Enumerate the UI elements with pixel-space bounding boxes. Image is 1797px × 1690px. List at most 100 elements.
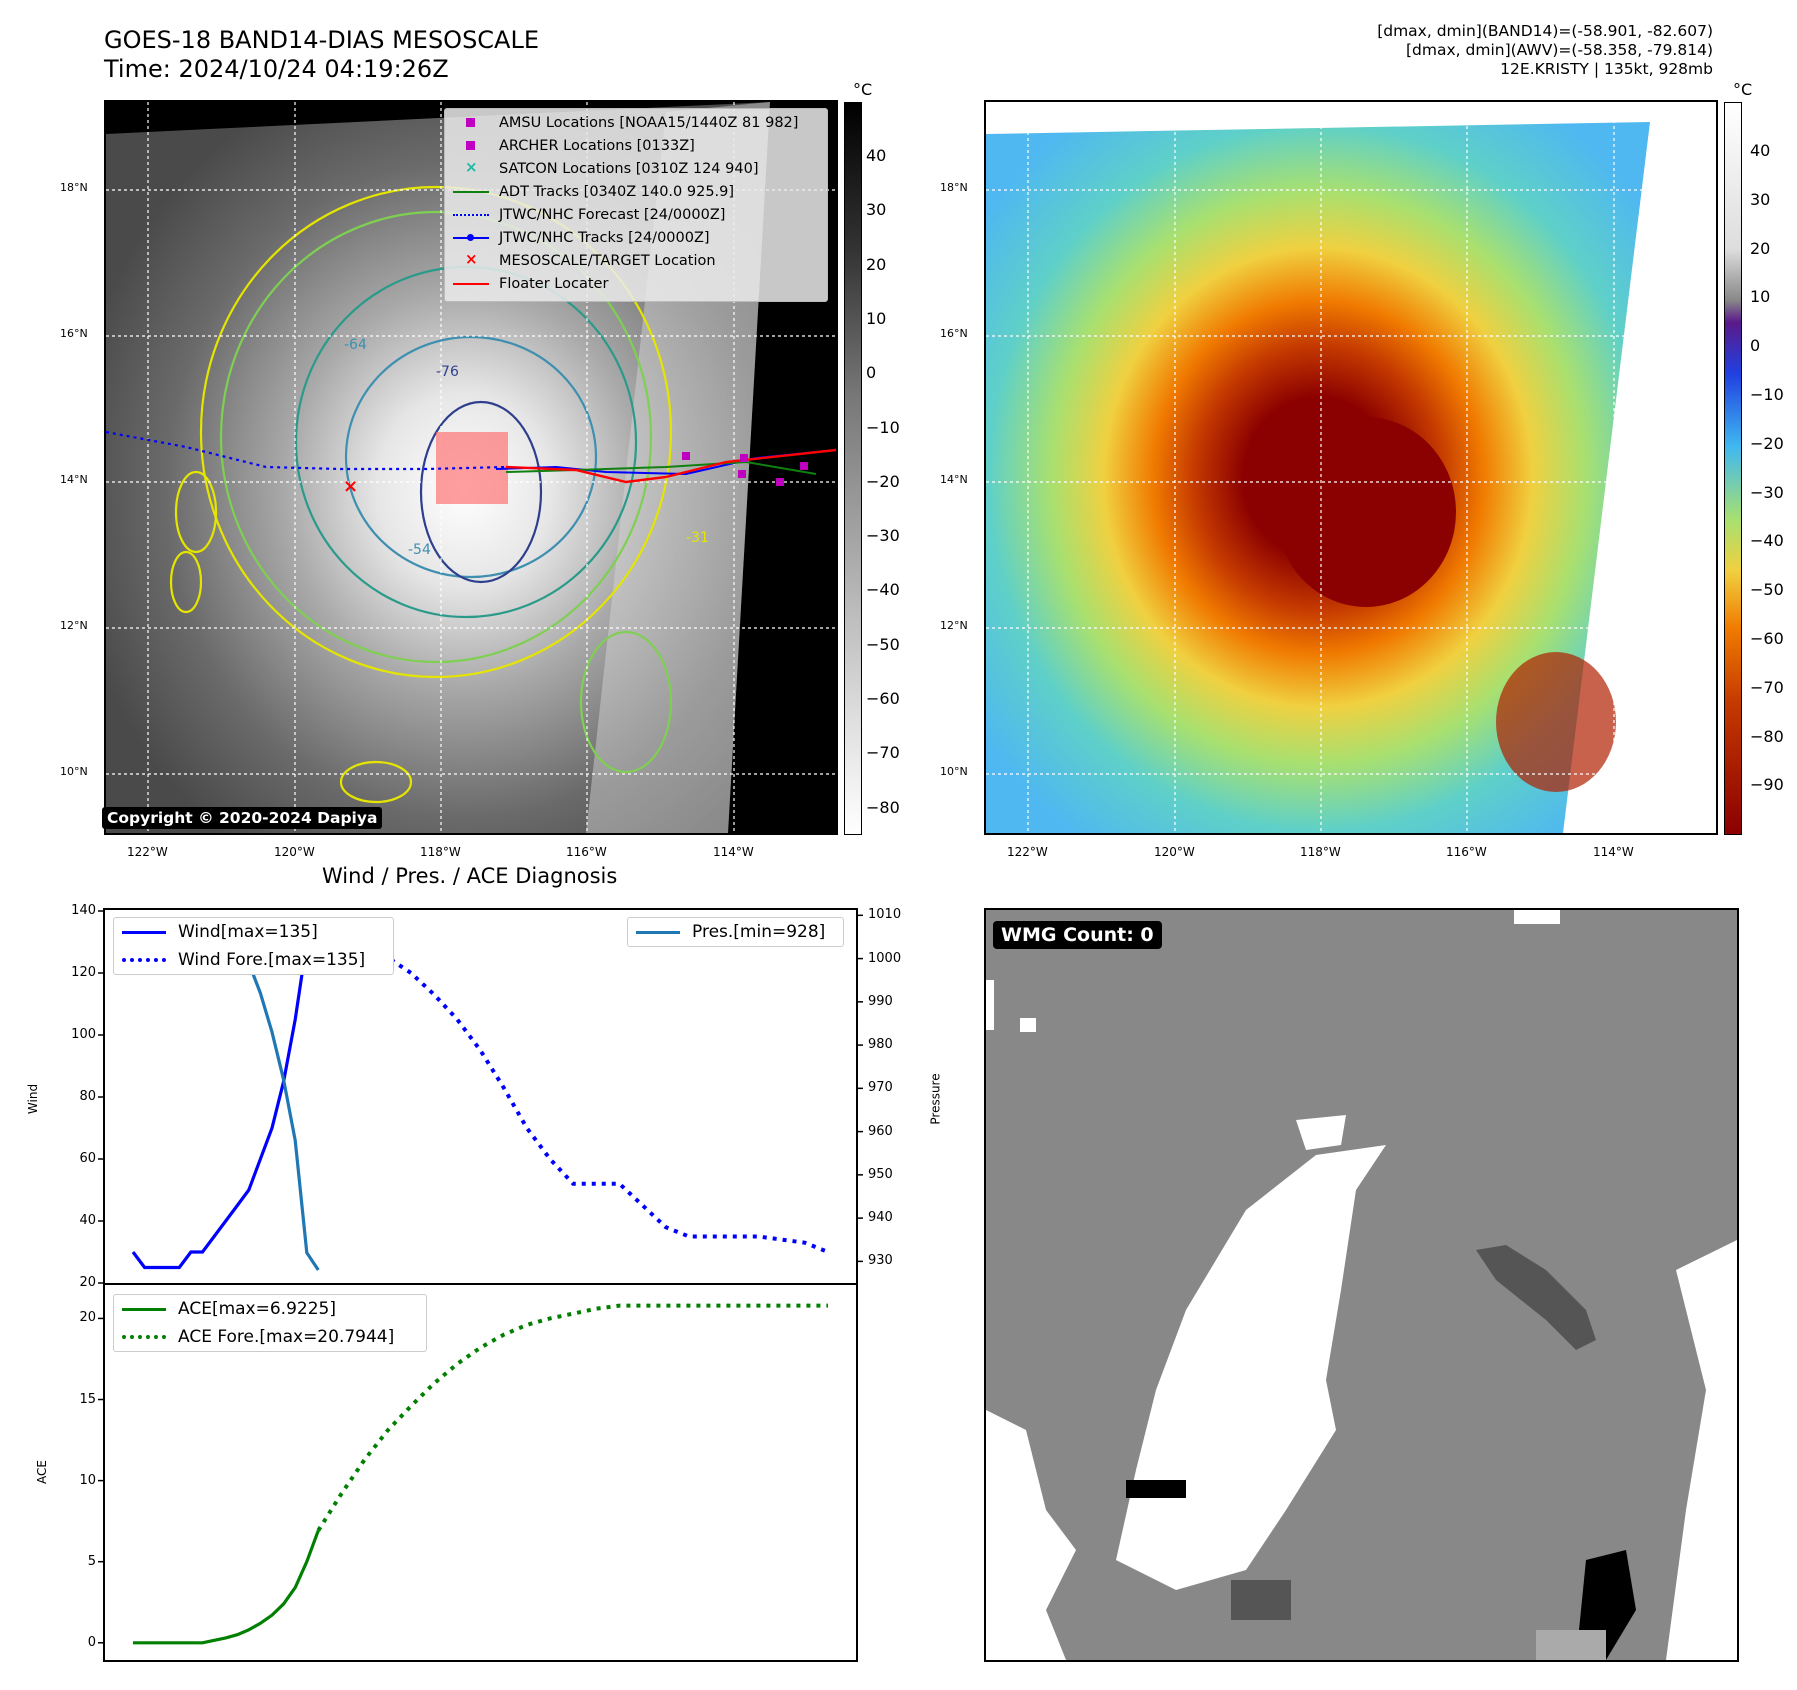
legend-jtwc-tracks: JTWC/NHC Tracks [24/0000Z] (453, 228, 710, 248)
wind-y-tick: 20 (79, 1275, 96, 1290)
rlon-label-122w: 122°W (1007, 845, 1048, 859)
lat-label-10n: 10°N (60, 765, 88, 778)
wind-y-tick: 40 (79, 1213, 96, 1228)
rlat-label-16n: 16°N (940, 327, 968, 340)
legend-wind-fore: Wind Fore.[max=135] (114, 946, 393, 974)
lon-label-114w: 114°W (713, 845, 754, 859)
wind-y-tick: 140 (71, 903, 96, 918)
colorbar-right-tick: −80 (1750, 726, 1784, 746)
pressure-y-tick: 1000 (868, 950, 902, 966)
colorbar-right-tick: 10 (1750, 287, 1771, 307)
pressure-y-tick: 950 (868, 1166, 893, 1182)
wind-series-line (131, 925, 320, 1270)
contour-label-31: -31 (686, 530, 709, 546)
colorbar-right-tick: −40 (1750, 531, 1784, 551)
rlat-label-18n: 18°N (940, 181, 968, 194)
meta-storm: 12E.KRISTY | 135kt, 928mb (1500, 60, 1713, 78)
contour-label-64: -64 (344, 337, 367, 353)
pres-legend: Pres.[min=928] (627, 917, 844, 947)
colorbar-left-tick: 30 (866, 200, 887, 220)
contour-label-54: -54 (408, 542, 431, 558)
colorbar-left-tick: −50 (866, 634, 900, 654)
colorbar-left-tick: −60 (866, 689, 900, 708)
colorbar-right-tick: 0 (1750, 336, 1761, 356)
awv-map-panel (984, 100, 1718, 835)
pressure-y-tick: 960 (868, 1123, 893, 1139)
ace-y-tick: 20 (79, 1310, 96, 1326)
wind-axis-label: Wind (26, 1083, 41, 1115)
wind-legend: Wind[max=135] Wind Fore.[max=135] (113, 917, 394, 975)
wmg-image (986, 910, 1737, 1660)
ir-map-panel: × -31 -54 -64 -76 AMSU Locations [NOAA15… (104, 100, 838, 835)
ace-y-tick: 0 (87, 1634, 96, 1650)
colorbar-left-tick: −80 (866, 797, 900, 817)
legend-adt: ADT Tracks [0340Z 140.0 925.9] (453, 182, 734, 202)
pressure-y-tick: 990 (868, 993, 893, 1009)
meta-awv: [dmax, dmin](AWV)=(-58.358, -79.814) (1406, 41, 1713, 59)
wind-y-tick: 120 (71, 965, 96, 980)
ace-y-tick: 10 (79, 1472, 96, 1488)
colorbar-right-tick: 20 (1750, 238, 1771, 258)
colorbar-right-tick: 30 (1750, 189, 1771, 209)
lon-label-120w: 120°W (274, 845, 315, 859)
colorbar-right-tick: −60 (1750, 629, 1784, 648)
colorbar-left-tick: −70 (866, 743, 900, 763)
rlat-label-12n: 12°N (940, 619, 968, 632)
figure-title: GOES-18 BAND14-DIAS MESOSCALE Time: 2024… (104, 26, 539, 84)
wind-forecast-series-line (317, 924, 829, 1254)
colorbar-right-tick: 40 (1750, 141, 1771, 160)
ace-series-line (133, 1529, 320, 1645)
colorbar-right-tick: −20 (1750, 433, 1784, 453)
diag-title: Wind / Pres. / ACE Diagnosis (322, 864, 618, 888)
awv-map-image (986, 102, 1716, 833)
copyright-badge: Copyright © 2020-2024 Dapiya (102, 807, 383, 829)
ace-y-tick: 5 (87, 1553, 96, 1569)
rlon-label-114w: 114°W (1593, 845, 1634, 859)
legend-pres: Pres.[min=928] (628, 918, 843, 946)
lat-label-12n: 12°N (60, 619, 88, 632)
colorbar-right-tick: −90 (1750, 775, 1784, 795)
pressure-y-tick: 1010 (868, 907, 902, 923)
legend-wind: Wind[max=135] (114, 918, 393, 946)
colorbar-left-tick: −40 (866, 580, 900, 600)
colorbar-left-tick: 10 (866, 308, 887, 328)
wind-y-tick: 60 (79, 1151, 96, 1166)
pressure-axis-label: Pressure (928, 1073, 943, 1125)
wind-y-tick: 80 (79, 1089, 96, 1104)
rlon-label-120w: 120°W (1154, 845, 1195, 859)
contour-label-76: -76 (436, 364, 459, 380)
colorbar-left-tick: −30 (866, 526, 900, 546)
ace-y-tick: 15 (79, 1391, 96, 1407)
wmg-count-badge: WMG Count: 0 (993, 921, 1162, 949)
legend-ace: ACE[max=6.9225] (114, 1295, 426, 1323)
pressure-y-tick: 970 (868, 1080, 893, 1096)
pressure-y-tick: 940 (868, 1210, 893, 1226)
wind-y-tick: 100 (71, 1027, 96, 1042)
colorbar-right (1724, 102, 1742, 835)
lon-label-116w: 116°W (566, 845, 607, 859)
legend-archer: ARCHER Locations [0133Z] (453, 136, 695, 156)
colorbar-right-tick: −30 (1750, 482, 1784, 502)
map-legend: AMSU Locations [NOAA15/1440Z 81 982] ARC… (444, 108, 828, 302)
ace-legend: ACE[max=6.9225] ACE Fore.[max=20.7944] (113, 1294, 427, 1352)
lat-label-14n: 14°N (60, 473, 88, 486)
ace-axis-label: ACE (34, 1460, 49, 1484)
colorbar-right-tick: −10 (1750, 385, 1784, 404)
legend-floater: Floater Locater (453, 274, 608, 294)
storm-meta: [dmax, dmin](BAND14)=(-58.901, -82.607) … (1377, 22, 1713, 79)
title-time: Time: 2024/10/24 04:19:26Z (104, 55, 449, 83)
legend-ace-fore: ACE Fore.[max=20.7944] (114, 1323, 426, 1351)
rlon-label-116w: 116°W (1446, 845, 1487, 859)
colorbar-left (844, 102, 862, 835)
colorbar-left-tick: 40 (866, 146, 887, 165)
colorbar-left-tick: −10 (866, 417, 900, 437)
legend-jtwc-forecast: JTWC/NHC Forecast [24/0000Z] (453, 205, 725, 225)
legend-amsu: AMSU Locations [NOAA15/1440Z 81 982] (453, 113, 798, 133)
title-satellite: GOES-18 BAND14-DIAS MESOSCALE (104, 26, 540, 54)
svg-text:×: × (343, 476, 358, 497)
legend-satcon: × SATCON Locations [0310Z 124 940] (465, 158, 759, 177)
legend-mesoscale-target: × MESOSCALE/TARGET Location (465, 250, 716, 269)
rlat-label-10n: 10°N (940, 765, 968, 778)
pressure-series-line (133, 926, 320, 1271)
lat-label-18n: 18°N (60, 181, 88, 194)
